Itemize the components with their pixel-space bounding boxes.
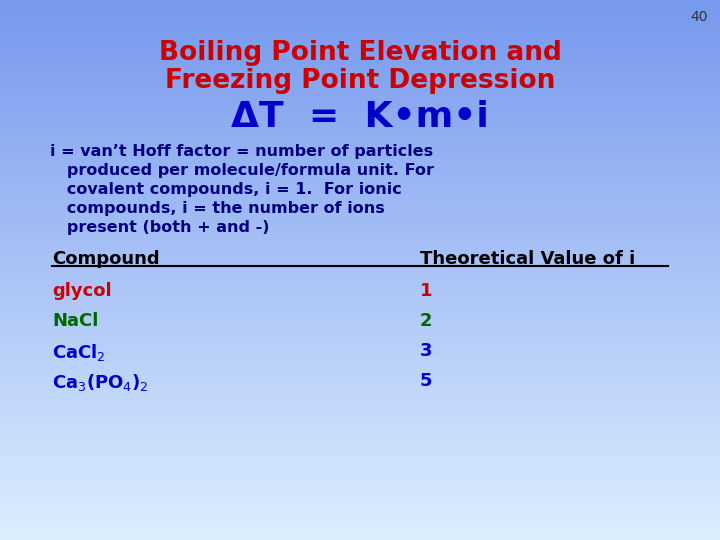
Text: covalent compounds, i = 1.  For ionic: covalent compounds, i = 1. For ionic bbox=[50, 182, 402, 197]
Text: glycol: glycol bbox=[52, 282, 112, 300]
Text: ΔT  =  K•m•i: ΔT = K•m•i bbox=[231, 100, 489, 134]
Text: 2: 2 bbox=[420, 312, 433, 330]
Text: i = van’t Hoff factor = number of particles: i = van’t Hoff factor = number of partic… bbox=[50, 144, 433, 159]
Text: 5: 5 bbox=[420, 372, 433, 390]
Text: Ca$_3$(PO$_4$)$_2$: Ca$_3$(PO$_4$)$_2$ bbox=[52, 372, 148, 393]
Text: Theoretical Value of i: Theoretical Value of i bbox=[420, 250, 635, 268]
Text: Freezing Point Depression: Freezing Point Depression bbox=[165, 68, 555, 94]
Text: produced per molecule/formula unit. For: produced per molecule/formula unit. For bbox=[50, 163, 434, 178]
Text: compounds, i = the number of ions: compounds, i = the number of ions bbox=[50, 201, 384, 216]
Text: 1: 1 bbox=[420, 282, 433, 300]
Text: 3: 3 bbox=[420, 342, 433, 360]
Text: 40: 40 bbox=[690, 10, 708, 24]
Text: Compound: Compound bbox=[52, 250, 160, 268]
Text: NaCl: NaCl bbox=[52, 312, 99, 330]
Text: present (both + and -): present (both + and -) bbox=[50, 220, 269, 235]
Text: Boiling Point Elevation and: Boiling Point Elevation and bbox=[158, 40, 562, 66]
Text: CaCl$_2$: CaCl$_2$ bbox=[52, 342, 106, 363]
